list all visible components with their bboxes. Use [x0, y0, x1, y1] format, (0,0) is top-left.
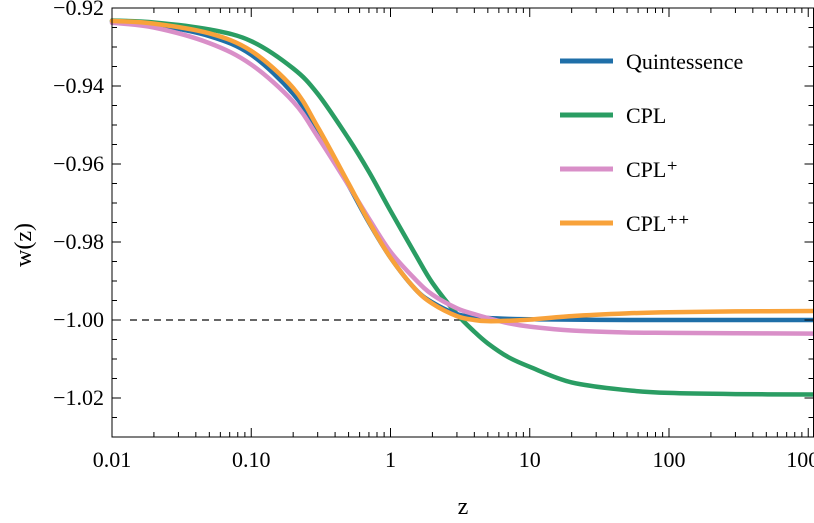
- y-axis-title: w(z): [11, 223, 37, 267]
- legend-label-cpl-plus: CPL⁺: [626, 157, 678, 182]
- series-layer: [109, 18, 814, 397]
- series-line-cpl: [109, 18, 814, 397]
- axes-layer: −0.92 −0.94 −0.96 −0.98 −1.00 −1.02 0.01 0.10 1 1…: [53, 0, 814, 472]
- x-tick-label: 0.10: [232, 447, 271, 472]
- legend: Quintessence CPL CPL⁺ CPL⁺⁺: [560, 49, 743, 236]
- y-tick-label: −1.02: [53, 385, 104, 410]
- y-tick-label: −0.96: [53, 151, 104, 176]
- y-tick-label: −0.98: [53, 229, 104, 254]
- series-line-cpl-plus: [109, 20, 814, 336]
- x-tick-label: 10: [519, 447, 541, 472]
- y-tick-label: −0.92: [53, 0, 104, 20]
- series-line-cpl-plus-plus: [109, 18, 814, 324]
- x-tick-label: 1: [385, 447, 396, 472]
- legend-label-cpl-plus-plus: CPL⁺⁺: [626, 211, 690, 236]
- y-tick-label: −0.94: [53, 73, 104, 98]
- x-tick-label: 0.01: [93, 447, 132, 472]
- legend-label-quintessence: Quintessence: [626, 49, 743, 74]
- x-axis-title: z: [458, 494, 469, 520]
- y-tick-label: −1.00: [53, 307, 104, 332]
- x-tick-label: 100: [652, 447, 685, 472]
- legend-label-cpl: CPL: [626, 103, 666, 128]
- x-tick-label: 1000: [786, 447, 814, 472]
